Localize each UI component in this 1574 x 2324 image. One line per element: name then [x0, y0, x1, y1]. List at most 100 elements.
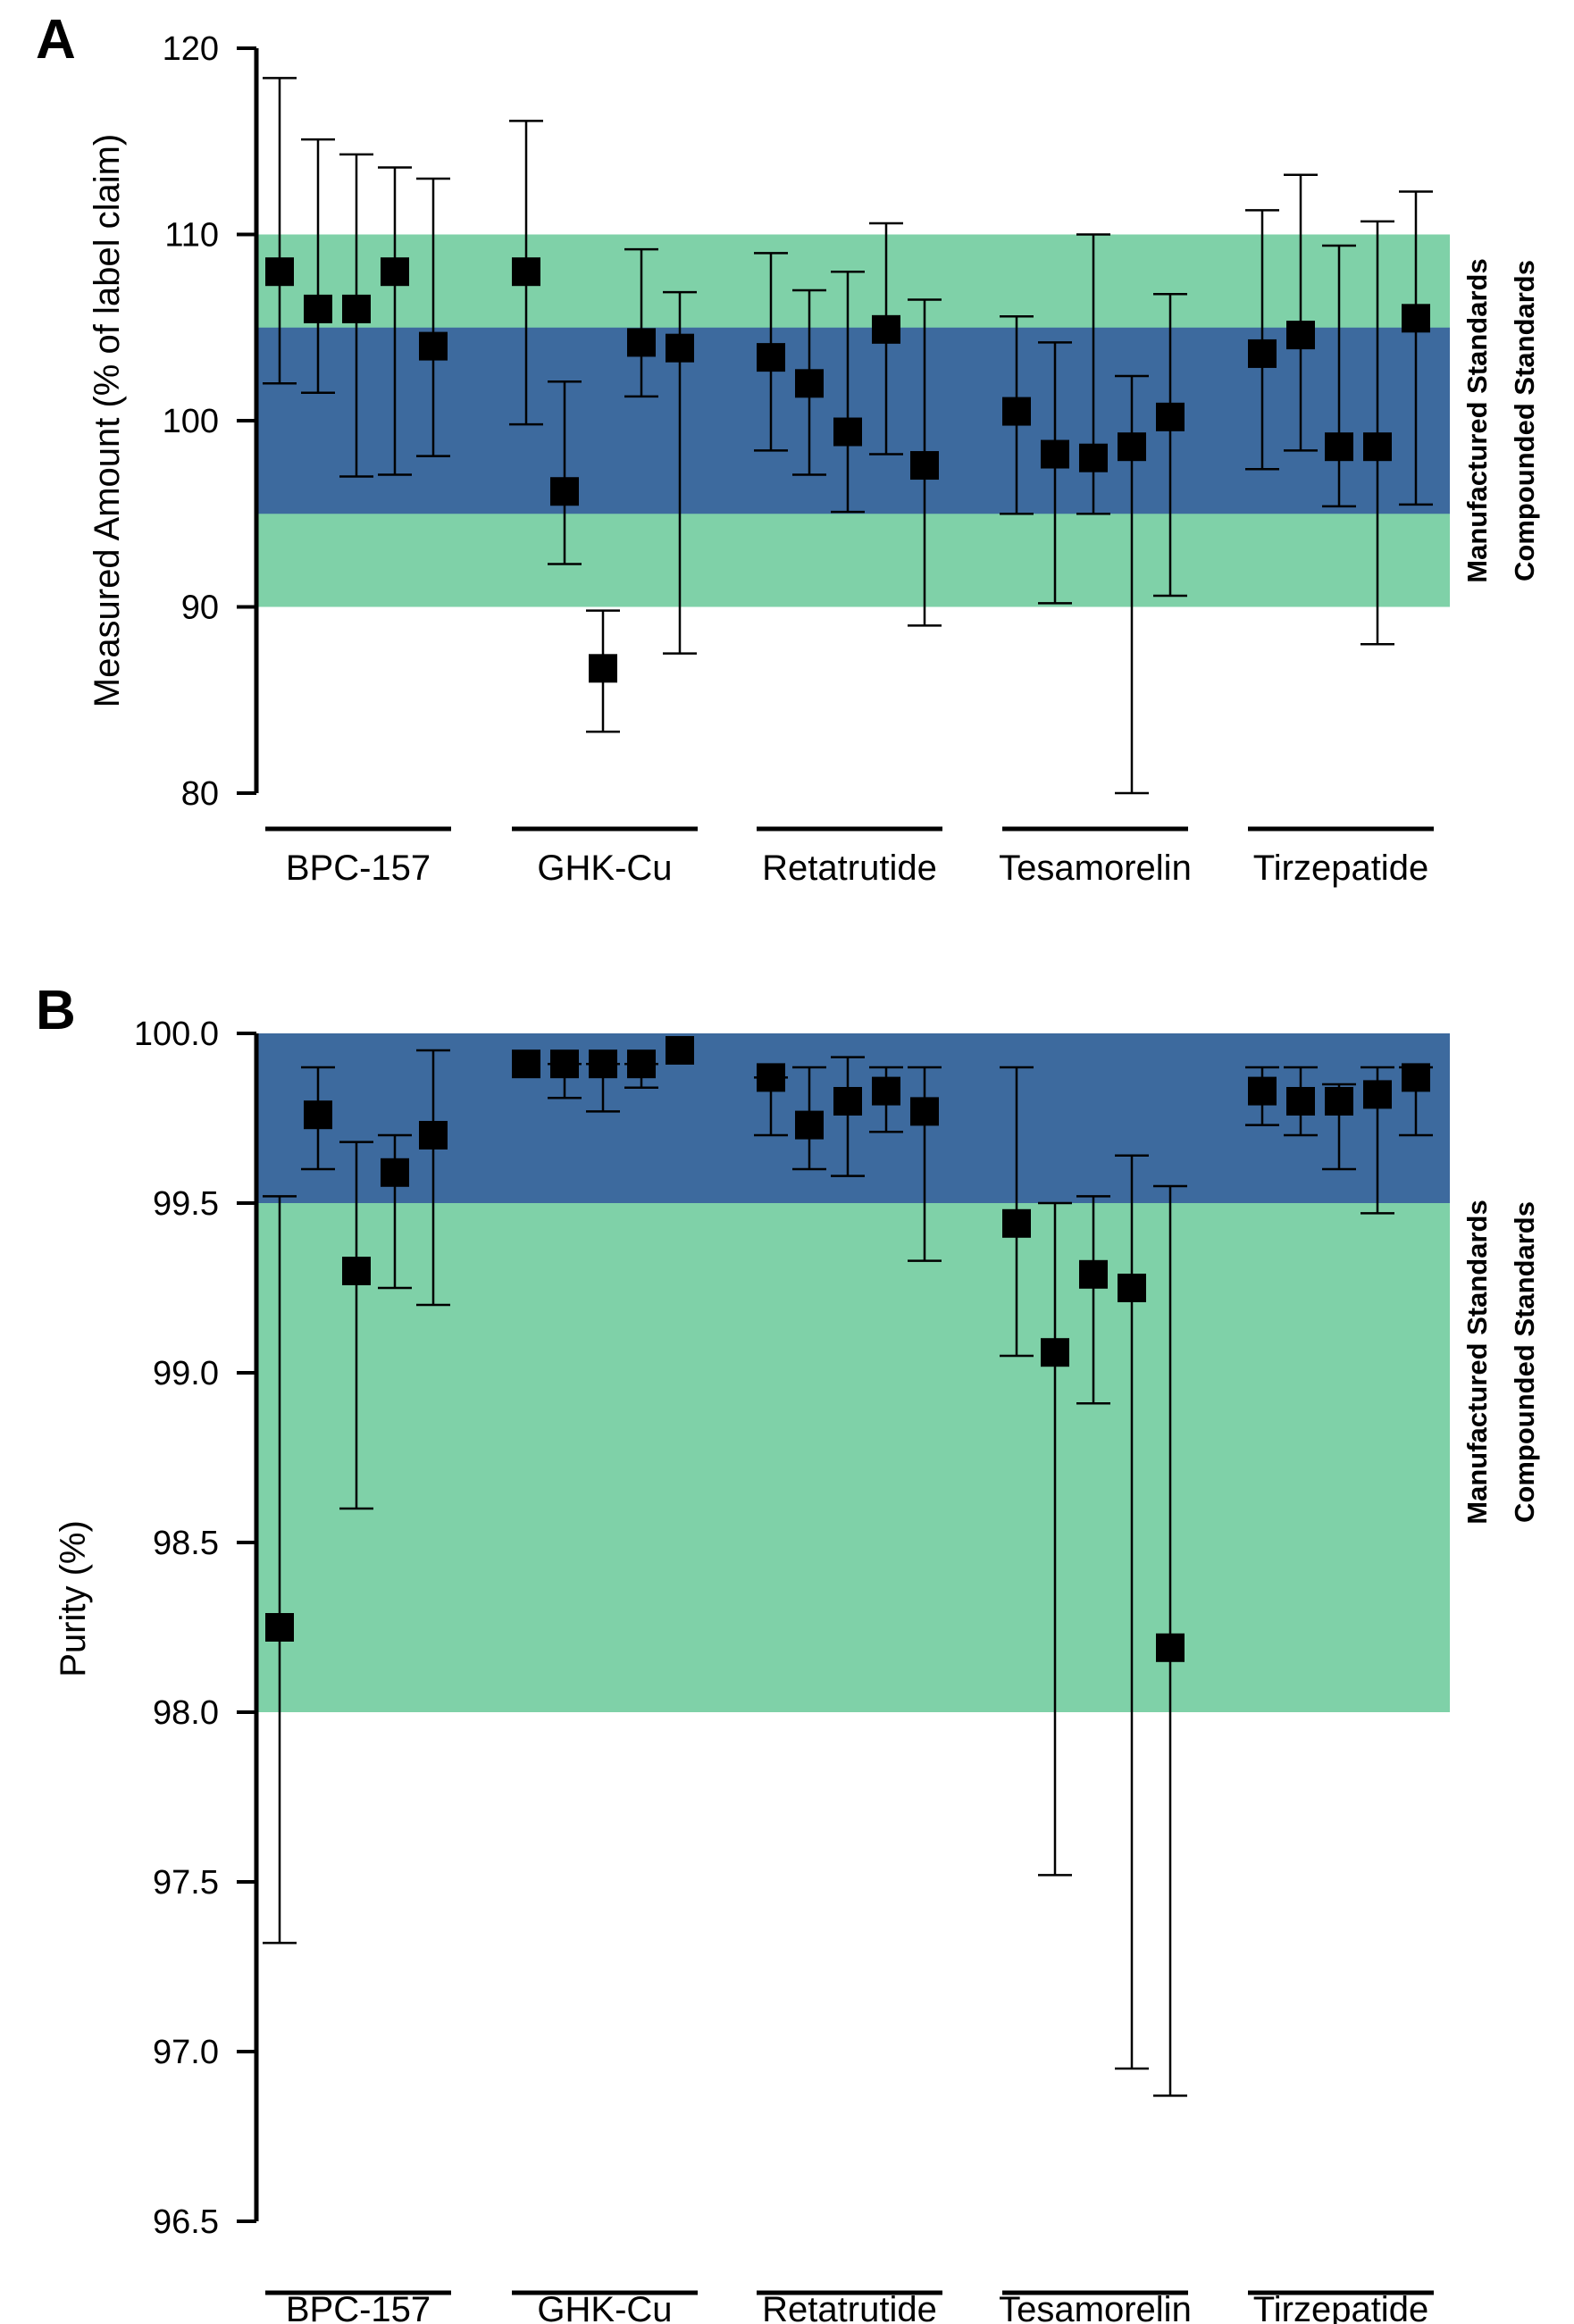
y-tick-label: 96.5	[153, 2203, 219, 2241]
data-point	[586, 1049, 620, 1113]
category-label: GHK-Cu	[537, 849, 672, 888]
data-point	[908, 1066, 942, 1262]
data-point	[339, 1141, 373, 1510]
data-point	[1399, 190, 1433, 506]
point-marker	[910, 451, 939, 481]
point-marker	[1002, 397, 1031, 426]
data-point	[831, 1056, 865, 1177]
data-point	[869, 222, 903, 456]
point-marker	[1156, 402, 1185, 431]
point-marker	[381, 1158, 409, 1187]
data-point	[792, 1066, 826, 1171]
point-marker	[512, 257, 540, 287]
panel-b-label: B	[36, 980, 76, 1041]
point-marker	[627, 1049, 656, 1079]
point-marker	[872, 1076, 900, 1106]
category-label: GHK-Cu	[537, 2290, 672, 2324]
y-tick-label: 99.0	[153, 1355, 219, 1392]
y-tick-label: 97.5	[153, 1864, 219, 1902]
data-point	[586, 609, 620, 733]
data-point	[792, 288, 826, 476]
y-tick-label: 98.0	[153, 1694, 219, 1732]
compounded-standards-band	[258, 1203, 1450, 1712]
manufactured-standards-band	[258, 1033, 1450, 1203]
panel-a-axis: 80 90 100 110 120	[163, 30, 259, 813]
point-marker	[627, 328, 656, 357]
data-point	[378, 1133, 412, 1290]
point-marker	[512, 1049, 540, 1079]
data-point	[548, 380, 582, 565]
y-tick-label: 98.5	[153, 1525, 219, 1562]
data-point	[624, 247, 658, 398]
point-marker	[833, 417, 862, 447]
data-point	[263, 1195, 297, 1944]
point-marker	[589, 1049, 617, 1079]
panel-a-y-axis-title: Measured Amount (% of label claim)	[88, 134, 127, 708]
data-point	[378, 166, 412, 476]
category-label: BPC-157	[286, 2290, 431, 2324]
point-marker	[342, 294, 371, 323]
y-tick-label: 100.0	[134, 1016, 219, 1053]
category-label: Tesamorelin	[999, 2290, 1192, 2324]
data-point	[1153, 1184, 1187, 2097]
data-point	[1284, 173, 1318, 452]
point-marker	[1079, 1259, 1108, 1289]
point-marker	[419, 331, 448, 361]
data-point	[301, 138, 335, 394]
panel-a-manufactured-band-label: Manufactured Standards	[1461, 258, 1493, 582]
point-marker	[757, 1063, 785, 1092]
point-marker	[342, 1257, 371, 1285]
data-point	[548, 1049, 582, 1099]
data-point	[754, 252, 788, 452]
point-marker	[1156, 1633, 1185, 1662]
point-marker	[550, 1049, 579, 1079]
point-marker	[381, 257, 409, 287]
point-marker	[833, 1087, 862, 1116]
data-point	[416, 177, 450, 457]
point-marker	[550, 477, 579, 506]
point-marker	[1325, 1087, 1353, 1116]
data-point	[1000, 1066, 1034, 1358]
data-point	[869, 1066, 903, 1133]
data-point	[416, 1049, 450, 1307]
point-marker	[1402, 304, 1430, 333]
data-point	[663, 290, 697, 655]
data-point	[512, 1049, 540, 1079]
data-point	[301, 1066, 335, 1171]
point-marker	[1041, 439, 1069, 469]
y-tick-label: 90	[181, 589, 219, 627]
point-marker	[872, 314, 900, 344]
data-point	[1076, 1195, 1110, 1405]
data-point	[1322, 244, 1356, 508]
panel-a: A 80 90 100 110 120 Measured Amount (% of la…	[36, 9, 1540, 888]
point-marker	[304, 294, 332, 323]
point-marker	[1118, 432, 1146, 462]
data-point	[1361, 1066, 1394, 1215]
point-marker	[666, 1036, 694, 1065]
panel-a-data	[263, 77, 1433, 795]
point-marker	[795, 369, 824, 398]
data-point	[754, 1063, 788, 1137]
data-point	[1399, 1063, 1433, 1137]
data-point	[1322, 1083, 1356, 1171]
data-point	[1038, 341, 1072, 605]
category-label: Retatrutide	[762, 2290, 937, 2324]
panel-b-compounded-band-label: Compounded Standards	[1509, 1201, 1540, 1523]
category-label: Tesamorelin	[999, 849, 1192, 888]
point-marker	[419, 1121, 448, 1149]
data-point	[1284, 1066, 1318, 1137]
data-point	[666, 1036, 694, 1065]
point-marker	[757, 343, 785, 372]
point-marker	[304, 1100, 332, 1130]
point-marker	[1079, 443, 1108, 472]
category-label: Retatrutide	[762, 849, 937, 888]
data-point	[263, 77, 297, 385]
data-point	[624, 1049, 658, 1090]
panel-b-category-axis: BPC-157 GHK-Cu Retatrutide Tesamorelin Tirze…	[265, 2290, 1434, 2324]
data-point	[339, 153, 373, 478]
panel-a-label: A	[36, 9, 76, 71]
y-tick-label: 100	[163, 403, 219, 440]
data-point	[1076, 233, 1110, 515]
data-point	[1245, 1066, 1279, 1126]
